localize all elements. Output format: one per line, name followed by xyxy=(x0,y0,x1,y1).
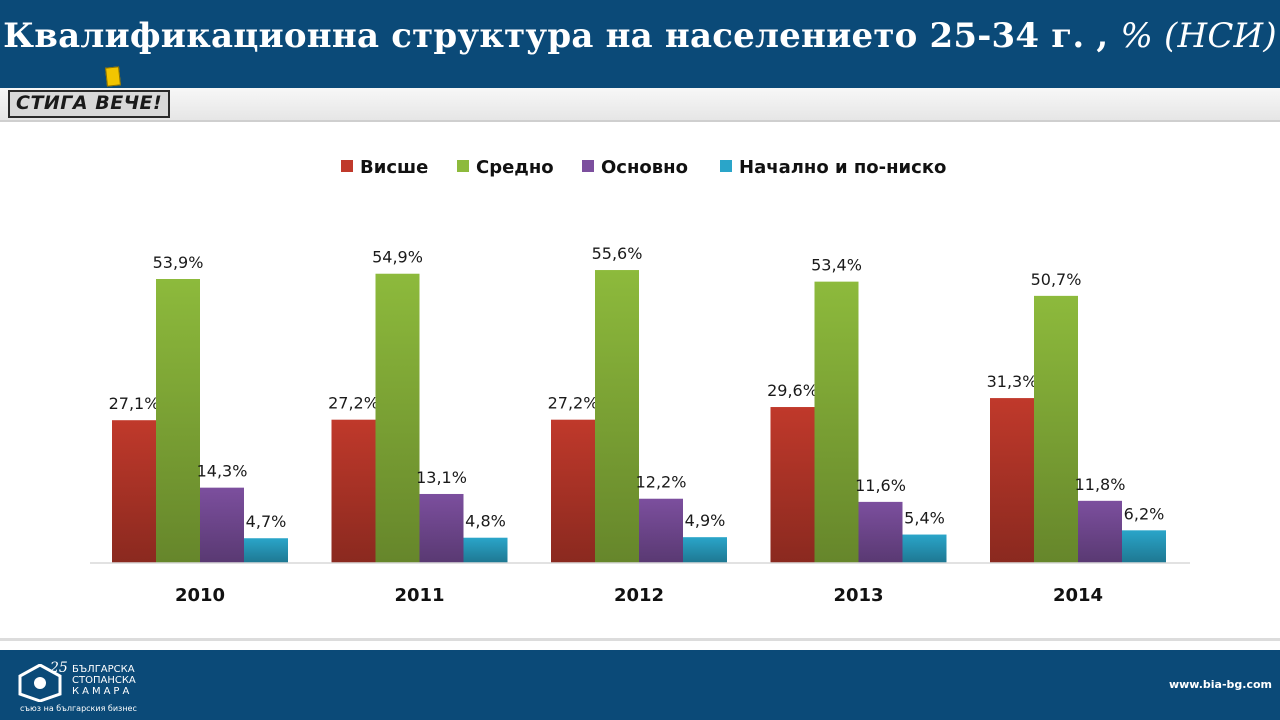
bar-2012-series-0 xyxy=(551,419,595,563)
legend-label-3: Начално и по-ниско xyxy=(739,157,946,178)
x-axis-labels: 2010 2011 2012 2013 2014 xyxy=(175,585,1103,606)
bsk-org-line3: КАМАРА xyxy=(72,686,133,697)
bar-2012-series-1 xyxy=(595,270,639,563)
data-label-2011-series-3: 4,8% xyxy=(465,512,506,531)
bar-2014-series-1 xyxy=(1034,295,1078,563)
bar-2010-series-0 xyxy=(112,420,156,563)
bar-2013-series-3 xyxy=(902,534,947,563)
site-url-link[interactable]: www.bia-bg.com xyxy=(1168,678,1272,691)
legend-swatch-0 xyxy=(341,160,353,172)
data-label-2011-series-0: 27,2% xyxy=(328,394,379,413)
data-label-2010-series-2: 14,3% xyxy=(197,462,248,481)
x-tick-label-2010: 2010 xyxy=(175,585,225,606)
bar-2013-series-1 xyxy=(814,281,859,563)
data-label-2013-series-2: 11,6% xyxy=(855,476,906,495)
logo-band: СТИГА ВЕЧЕ! xyxy=(0,88,1280,122)
chart-legend: Висше Средно Основно Начално и по-ниско xyxy=(341,157,946,178)
bar-2014-series-3 xyxy=(1122,530,1166,563)
bar-chart: Висше Средно Основно Начално и по-ниско 27,… xyxy=(90,157,1190,606)
x-tick-label-2012: 2012 xyxy=(614,585,664,606)
data-label-2012-series-0: 27,2% xyxy=(548,394,599,413)
bar-2013-series-2 xyxy=(858,501,903,563)
chart-bars: 27,1% 53,9% 14,3% 4,7% 27,2% 54,9% 13,1% 4,8% 27… xyxy=(109,244,1166,563)
bar-2014-series-0 xyxy=(990,398,1034,563)
stiga-veche-logo: СТИГА ВЕЧЕ! xyxy=(8,90,171,118)
title-main: Квалификационна структура на населението… xyxy=(3,16,1109,56)
data-label-2013-series-1: 53,4% xyxy=(811,256,862,275)
data-label-2013-series-3: 5,4% xyxy=(904,509,945,528)
data-label-2010-series-1: 53,9% xyxy=(153,253,204,272)
bar-2011-series-0 xyxy=(331,419,376,563)
x-tick-label-2014: 2014 xyxy=(1053,585,1103,606)
bar-2011-series-3 xyxy=(463,537,508,563)
data-label-2014-series-2: 11,8% xyxy=(1075,475,1126,494)
bar-2010-series-2 xyxy=(200,487,244,563)
bsk-org-line2: СТОПАНСКА xyxy=(72,675,136,686)
data-label-2012-series-3: 4,9% xyxy=(685,511,726,530)
bsk-org-line1: БЪЛГАРСКА xyxy=(72,664,135,675)
legend-swatch-2 xyxy=(582,160,594,172)
data-label-2012-series-1: 55,6% xyxy=(592,244,643,263)
data-label-2011-series-1: 54,9% xyxy=(372,248,423,267)
title-source: % (НСИ) xyxy=(1120,16,1277,56)
data-label-2011-series-2: 13,1% xyxy=(416,468,467,487)
bar-2010-series-1 xyxy=(156,279,200,563)
footer-bar xyxy=(0,650,1280,720)
data-label-2014-series-1: 50,7% xyxy=(1031,270,1082,289)
bar-2012-series-2 xyxy=(639,498,683,563)
data-label-2010-series-3: 4,7% xyxy=(246,512,287,531)
bar-2013-series-0 xyxy=(770,407,815,563)
bar-2011-series-1 xyxy=(375,273,420,563)
page-title: Квалификационна структура на населението… xyxy=(0,16,1280,56)
bar-2012-series-3 xyxy=(683,537,727,563)
data-label-2014-series-3: 6,2% xyxy=(1124,504,1165,523)
bar-2011-series-2 xyxy=(419,493,464,563)
x-tick-label-2013: 2013 xyxy=(833,585,883,606)
bsk-org-name: БЪЛГАРСКА СТОПАНСКА КАМАРА xyxy=(72,664,136,697)
legend-label-2: Основно xyxy=(601,157,688,178)
footer-rule xyxy=(0,638,1280,641)
title-bar: Квалификационна структура на населението… xyxy=(0,0,1280,88)
legend-swatch-1 xyxy=(457,160,469,172)
data-label-2013-series-0: 29,6% xyxy=(767,381,818,400)
x-tick-label-2011: 2011 xyxy=(394,585,444,606)
legend-swatch-3 xyxy=(720,160,732,172)
data-label-2014-series-0: 31,3% xyxy=(987,372,1038,391)
data-label-2012-series-2: 12,2% xyxy=(636,473,687,492)
bar-2010-series-3 xyxy=(244,538,288,563)
legend-label-0: Висше xyxy=(360,157,428,178)
bsk-years: 25 xyxy=(50,660,68,676)
data-label-2010-series-0: 27,1% xyxy=(109,394,160,413)
bar-2014-series-2 xyxy=(1078,500,1122,563)
bsk-logo-icon xyxy=(18,664,62,702)
legend-label-1: Средно xyxy=(476,157,554,178)
bsk-tagline: съюз на българския бизнес xyxy=(20,704,137,713)
